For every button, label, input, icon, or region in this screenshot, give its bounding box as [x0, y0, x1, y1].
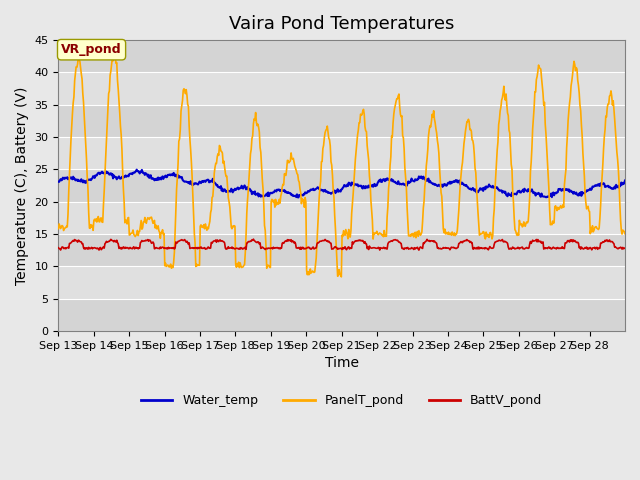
Bar	[58, 137, 625, 169]
Bar	[58, 266, 625, 299]
Y-axis label: Temperature (C), Battery (V): Temperature (C), Battery (V)	[15, 86, 29, 285]
Text: VR_pond: VR_pond	[61, 43, 122, 56]
Bar	[58, 72, 625, 105]
X-axis label: Time: Time	[324, 356, 358, 370]
Title: Vaira Pond Temperatures: Vaira Pond Temperatures	[229, 15, 454, 33]
Bar	[58, 8, 625, 40]
Bar	[58, 202, 625, 234]
Legend: Water_temp, PanelT_pond, BattV_pond: Water_temp, PanelT_pond, BattV_pond	[136, 389, 547, 412]
